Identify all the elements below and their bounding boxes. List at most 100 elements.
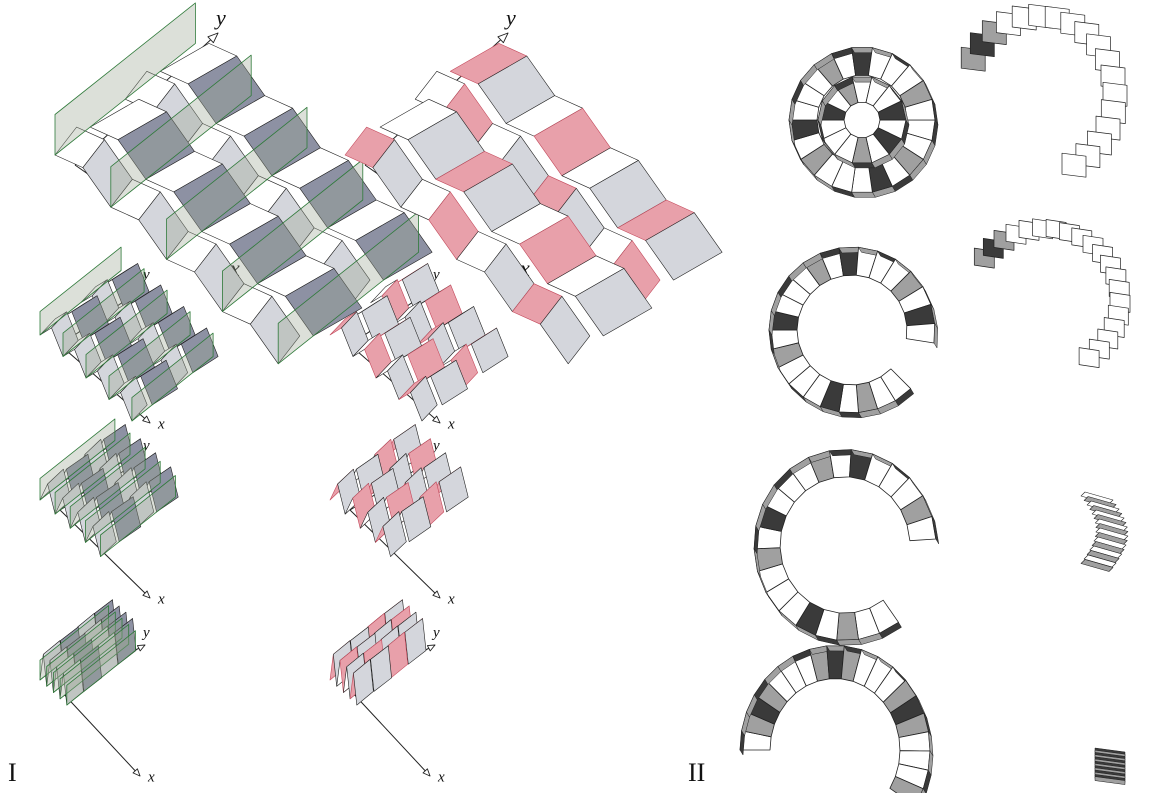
ring-facet [931,516,940,545]
plate [1061,152,1087,178]
y-axis-label: y [504,5,516,30]
crease-face [470,327,509,374]
constraint-plane [131,332,214,422]
crease-face [539,295,591,365]
crease-face [401,496,432,543]
x-axis-arrowhead [432,590,441,599]
constraint-plane [100,475,176,557]
x-axis-arrowhead [432,415,441,424]
ring-facet [851,162,876,169]
constraint-plane [59,624,130,700]
x-axis-line [349,509,441,599]
ring-facet [933,323,938,349]
panel-ii-ring-opening [768,246,938,418]
x-axis-label: x [447,416,455,432]
panel-ii-arc-tight [739,645,934,798]
x-axis-line [349,689,431,777]
crease-face [575,268,653,337]
x-axis-label: x [157,416,165,432]
panel-ii-arc-c [753,449,940,646]
crease-face [404,618,427,665]
panel-label-ii: II [688,758,706,787]
ring-facet [931,99,939,126]
ring-facet [901,100,910,126]
y-axis-label: y [141,625,150,641]
y-axis-label: y [141,438,150,454]
constraint-plane [62,268,145,357]
constraint-plane [85,460,161,543]
crease-face [430,359,468,406]
constraint-plane [54,2,196,156]
panel-i-cell-3-1: yx [329,599,445,785]
y-axis-label: y [431,625,440,641]
panel-i-cell-1-1: yx [329,263,509,432]
ring-facet [838,411,862,418]
panel-ii-group [739,3,1131,798]
crease-face [120,375,148,422]
crease-face [438,466,469,513]
panel-i-cell-2-1: yx [329,424,469,607]
ring-cell [905,323,936,344]
crease-face [250,295,301,365]
x-axis-arrowhead [142,415,151,424]
stack-plate [1080,559,1114,572]
x-axis-line [59,689,141,777]
crease-face [285,268,363,337]
y-axis-arrowhead [497,32,509,44]
panel-ii-side-view-1 [960,3,1128,178]
x-axis-label: x [437,769,445,785]
ring-facet [851,192,876,198]
constraint-plane [53,617,123,693]
crease-face [382,511,407,557]
x-axis-label: x [447,591,455,607]
x-axis-arrowhead [132,768,141,777]
panel-i-cell-3-0: yx [39,599,155,785]
crease-face [140,359,178,406]
panel-ii-side-view-4 [1094,747,1126,785]
y-axis-label: y [431,267,440,283]
crease-face [181,327,219,374]
x-axis-label: x [157,591,165,607]
y-axis-label: y [141,267,150,283]
x-axis-label: x [147,769,155,785]
panel-i-cell-0-1: yx [344,5,723,365]
constraint-plane [166,106,308,260]
ring-cell [836,612,859,641]
y-axis-arrowhead [426,644,436,652]
y-axis-arrowhead [136,644,146,652]
crease-face [353,659,374,706]
crease-face [370,645,392,692]
constraint-plane [108,311,191,400]
constraint-plane [39,418,116,501]
constraint-plane [39,605,109,681]
panel-ii-side-view-2 [973,218,1131,368]
constraint-plane [69,446,146,529]
constraint-plane [66,630,136,706]
y-axis-label: y [431,438,440,454]
x-axis-label: x [229,256,240,281]
panel-label-i: I [8,758,17,787]
stack-plate [1094,776,1126,785]
constraint-plane [110,54,252,208]
panel-i-cell-2-0: yx [39,418,179,607]
x-axis-arrowhead [142,590,151,599]
panel-i-cell-1-0: yx [39,246,219,432]
panel-i-group: yxyxyxyxyxyxyxyx [39,2,723,785]
crease-face [645,212,723,281]
plate [1078,347,1100,368]
x-axis-arrowhead [422,768,431,777]
crease-face [410,375,438,422]
y-axis-label: y [214,5,226,30]
crease-face [355,212,433,281]
y-axis-arrowhead [207,32,219,44]
panel-i-cell-0-0: yx [54,2,433,365]
panel-ii-side-view-3 [1080,491,1129,572]
constraint-plane [46,611,116,687]
constraint-plane [39,246,122,336]
constraint-plane [54,432,131,515]
panel-ii-ring-closed [788,47,939,198]
x-axis-label: x [519,256,530,281]
constraint-plane [85,289,168,379]
